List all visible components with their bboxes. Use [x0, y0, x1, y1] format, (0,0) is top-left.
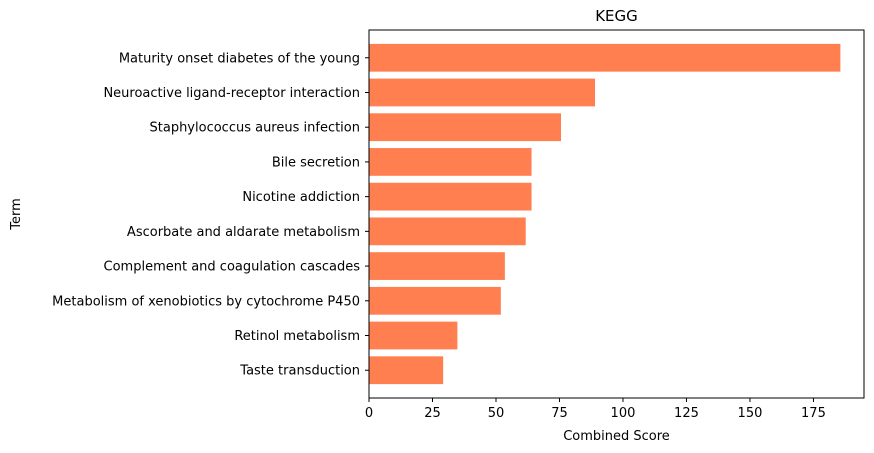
y-tick-label: Bile secretion	[272, 155, 360, 170]
x-tick-label: 50	[488, 406, 505, 421]
y-ticks-group: Maturity onset diabetes of the young Neur…	[52, 51, 369, 379]
x-ticks-group: 0 25 50 75 100 125 150 175	[365, 398, 826, 421]
y-tick-label: Nicotine addiction	[242, 190, 360, 205]
y-tick-label: Complement and coagulation cascades	[104, 260, 361, 275]
y-tick-label: Metabolism of xenobiotics by cytochrome …	[52, 294, 360, 309]
x-tick-label: 125	[674, 406, 699, 421]
x-axis-label: Combined Score	[563, 429, 670, 444]
x-tick-label: 75	[551, 406, 568, 421]
axes-frame	[368, 29, 865, 399]
y-tick-label: Neuroactive ligand-receptor interaction	[103, 86, 360, 101]
x-tick-label: 175	[801, 406, 826, 421]
bar	[369, 148, 532, 176]
bar	[369, 286, 501, 315]
bar	[369, 217, 526, 246]
bar	[369, 182, 532, 211]
y-tick-label: Ascorbate and aldarate metabolism	[127, 225, 360, 240]
y-tick-label: Maturity onset diabetes of the young	[119, 51, 360, 66]
y-tick-label: Taste transduction	[239, 364, 360, 379]
bar	[369, 321, 458, 350]
bar	[369, 252, 505, 280]
x-tick-label: 0	[365, 406, 373, 421]
x-tick-label: 100	[611, 406, 636, 421]
chart-title: KEGG	[595, 7, 638, 25]
y-tick-label: Staphylococcus aureus infection	[150, 121, 361, 136]
bar	[369, 356, 444, 385]
x-tick-label: 25	[424, 406, 441, 421]
bars-group	[369, 43, 841, 385]
bar	[369, 43, 841, 72]
y-tick-label: Retinol metabolism	[234, 329, 360, 344]
y-axis-label: Term	[9, 198, 24, 231]
bar	[369, 78, 596, 107]
bar	[369, 113, 562, 142]
x-tick-label: 150	[738, 406, 763, 421]
